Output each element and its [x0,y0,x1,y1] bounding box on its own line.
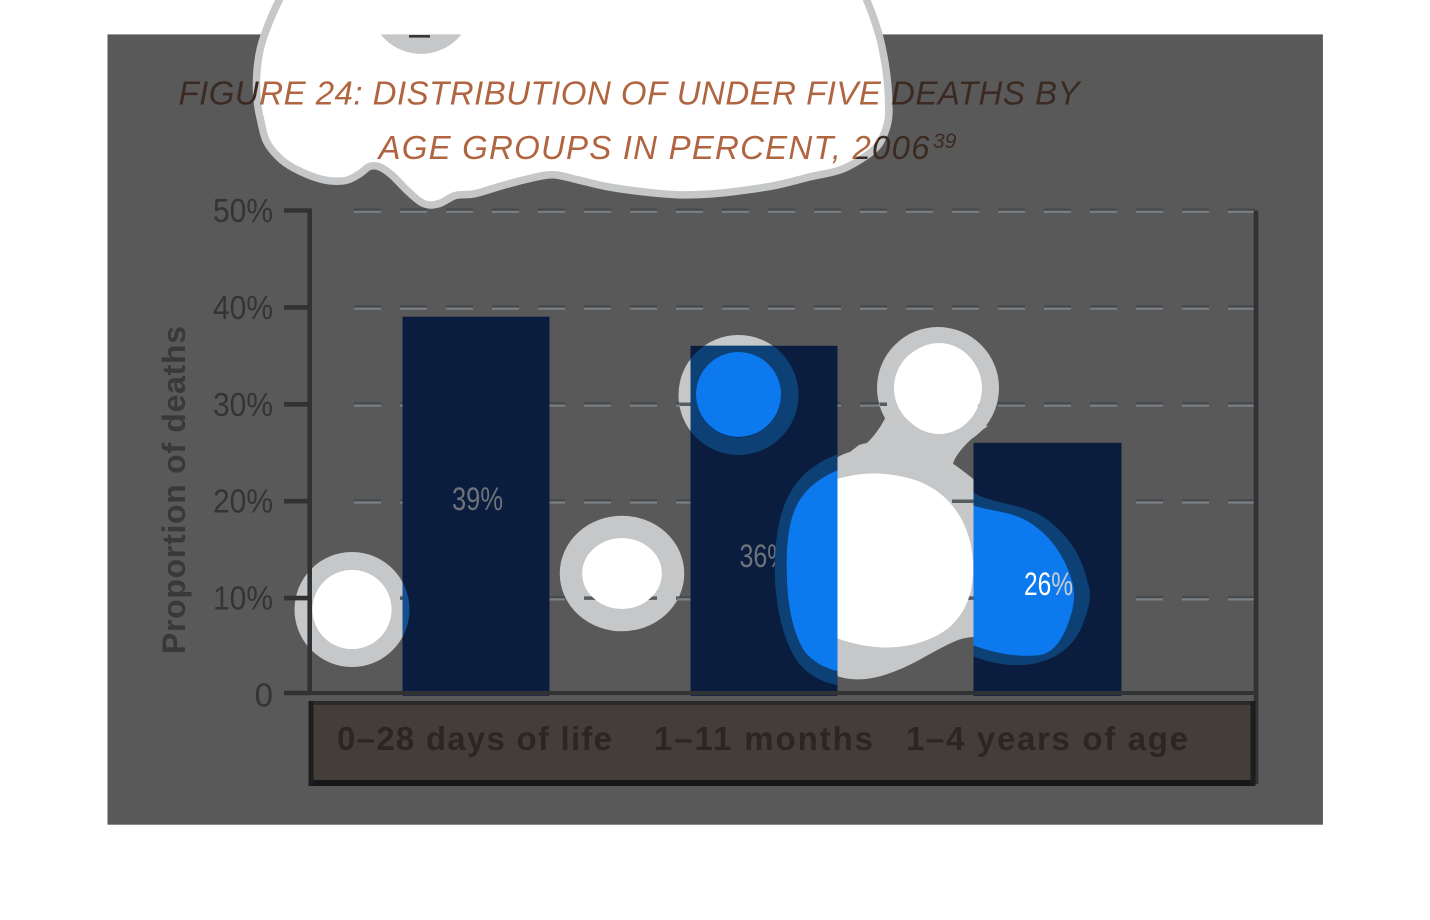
svg-text:Proportion of deaths: Proportion of deaths [156,326,192,654]
svg-text:20%: 20% [213,483,273,520]
svg-text:39: 39 [933,130,957,153]
svg-text:0–28 days of life: 0–28 days of life [337,720,612,757]
svg-text:FIGURE 24: DISTRIBUTION OF UND: FIGURE 24: DISTRIBUTION OF UNDER FIVE DE… [179,75,1082,112]
svg-text:1–4 years of age: 1–4 years of age [906,720,1188,757]
svg-text:26%: 26% [1024,566,1073,602]
svg-text:30%: 30% [213,386,273,423]
svg-text:40%: 40% [213,289,273,326]
svg-text:0: 0 [255,677,273,714]
svg-text:39%: 39% [452,481,503,517]
svg-text:10%: 10% [213,580,273,617]
svg-text:AGE GROUPS IN PERCENT, 2006: AGE GROUPS IN PERCENT, 2006 [377,129,931,166]
svg-text:1–11 months: 1–11 months [654,720,873,757]
svg-text:50%: 50% [213,192,273,229]
